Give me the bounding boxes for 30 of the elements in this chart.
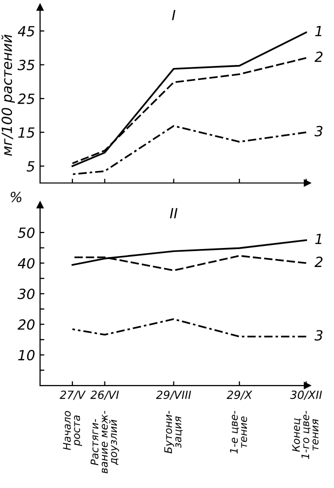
chart-title: II (170, 208, 178, 218)
series-label: 2 (314, 52, 323, 62)
x-tick-label: 29/VIII (156, 390, 192, 400)
y-tick-label: 35 (18, 60, 34, 70)
y-tick-label: 40 (18, 258, 35, 269)
text: Конец 1-го цве- тения (292, 410, 319, 459)
y-tick-label: 10 (18, 350, 35, 360)
y-tick-label: 5 (26, 161, 34, 172)
text: 1-е цве- тение (230, 410, 248, 454)
x-tick-label: 30/XII (290, 390, 322, 400)
x-tick-label: 27/V (60, 390, 86, 400)
y-tick-label: 20 (18, 319, 35, 330)
y-tick-label: 50 (18, 227, 35, 238)
series-label: 2 (314, 256, 323, 267)
series-label: 1 (315, 26, 322, 36)
x-tick-label: 29/X (226, 390, 252, 400)
series-label: 3 (314, 330, 322, 341)
series-label: 1 (315, 234, 322, 244)
chart-title: I (172, 10, 176, 20)
y-tick-label: 45 (18, 26, 34, 36)
y-tick-label: 15 (18, 127, 34, 138)
y-axis-title: мг/100 растений (1, 34, 15, 156)
y-tick-label: 30 (18, 288, 35, 300)
y-tick-label: 25 (18, 94, 34, 104)
series-label: 3 (314, 126, 322, 136)
text: Растяги- вание меж- доузлий (90, 410, 120, 474)
x-tick-label: 26/VI (90, 390, 119, 400)
text: Начало роста (63, 411, 82, 450)
text: Бутони- зация (164, 410, 183, 454)
y-axis-title: % (10, 192, 22, 202)
